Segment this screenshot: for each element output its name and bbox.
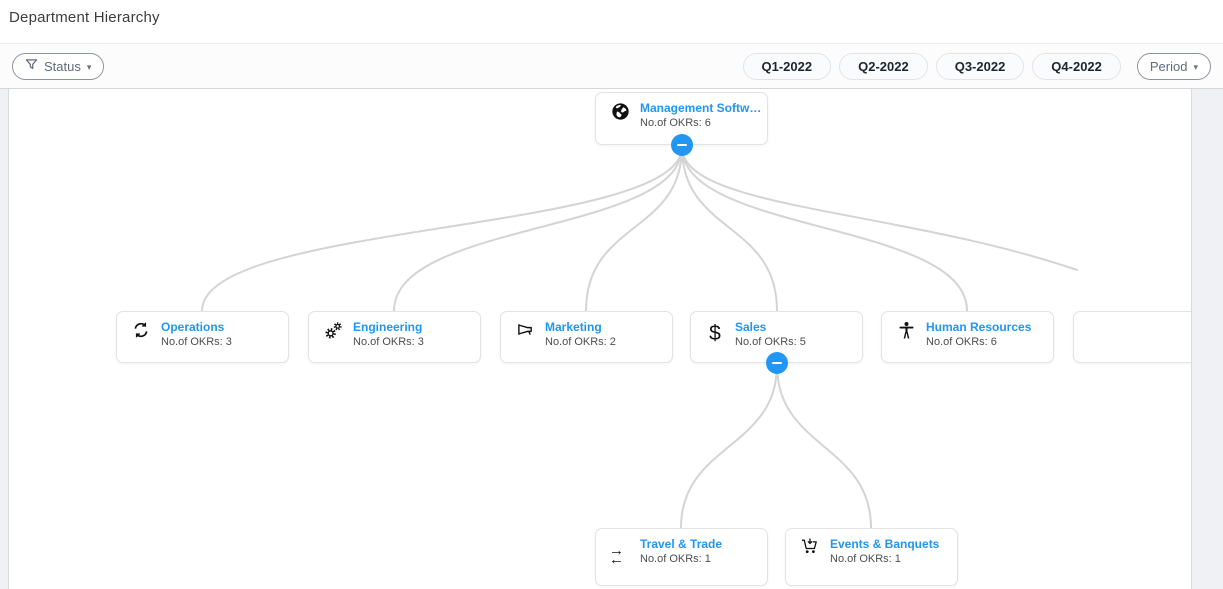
gears-icon [322,321,344,351]
link-root-operations [201,146,683,312]
dollar-icon: $ [709,322,721,345]
tree-links-svg [201,146,1078,529]
collapse-button-sales[interactable] [766,352,788,374]
node-okr-count: No.of OKRs: 3 [353,336,424,348]
quarter-button-q3-2022[interactable]: Q3-2022 [935,52,1025,80]
person-icon [895,321,917,351]
node-title: Events & Banquets [830,537,940,551]
node-okr-count: No.of OKRs: 1 [830,553,901,565]
link-root-engineering [393,146,683,312]
node-title: Engineering [353,320,423,334]
node-okr-count: No.of OKRs: 6 [640,117,711,129]
sync-icon [130,321,152,351]
node-human-resources[interactable]: Human Resources No.of OKRs: 6 [881,311,1054,363]
link-sales-travel-trade [680,364,778,529]
minus-icon [677,144,687,146]
hierarchy-canvas: Management Software Re... No.of OKRs: 6 … [0,89,1223,589]
link-root-human-resources [681,146,968,312]
period-dropdown-label: Period [1149,58,1188,74]
page-title: Department Hierarchy [9,9,160,26]
node-okr-count: No.of OKRs: 2 [545,336,616,348]
quarter-button-q1-2022[interactable]: Q1-2022 [742,52,832,80]
megaphone-icon [514,321,536,351]
node-okr-count: No.of OKRs: 6 [926,336,997,348]
transfer-arrows-icon: → ← [609,542,624,568]
globe-icon [609,102,631,132]
chevron-down-icon: ▾ [1193,61,1198,72]
link-root-marketing [585,146,683,312]
collapse-button-root[interactable] [671,134,693,156]
node-partially-visible[interactable] [1073,311,1191,363]
toolbar: Status ▾ Q1-2022 Q2-2022 Q3-2022 Q4-2022… [0,44,1223,89]
node-title: Management Software Re... [640,101,762,115]
period-dropdown-button[interactable]: Period ▾ [1136,52,1211,80]
node-title: Sales [735,320,767,334]
node-okr-count: No.of OKRs: 5 [735,336,806,348]
node-title: Operations [161,320,225,334]
node-okr-count: No.of OKRs: 3 [161,336,232,348]
minus-icon [772,362,782,364]
node-okr-count: No.of OKRs: 1 [640,553,711,565]
link-root-offscreen-node [681,146,1078,271]
node-marketing[interactable]: Marketing No.of OKRs: 2 [500,311,673,363]
quarter-button-q4-2022[interactable]: Q4-2022 [1032,52,1121,80]
status-filter-button[interactable]: Status ▾ [12,52,105,80]
node-engineering[interactable]: Engineering No.of OKRs: 3 [308,311,481,363]
chevron-down-icon: ▾ [86,61,92,72]
page-header: Department Hierarchy [0,0,1223,44]
link-sales-events-banquets [776,364,872,529]
node-events-banquets[interactable]: Events & Banquets No.of OKRs: 1 [785,528,958,586]
status-filter-label: Status [44,58,81,74]
filter-icon [25,58,38,74]
node-travel-trade[interactable]: → ← Travel & Trade No.of OKRs: 1 [595,528,768,586]
node-title: Marketing [545,320,602,334]
quarter-button-group: Q1-2022 Q2-2022 Q3-2022 Q4-2022 Period ▾ [742,52,1211,80]
quarter-button-q2-2022[interactable]: Q2-2022 [839,52,928,80]
node-sales[interactable]: $ Sales No.of OKRs: 5 [690,311,863,363]
node-operations[interactable]: Operations No.of OKRs: 3 [116,311,289,363]
hierarchy-panel[interactable]: Management Software Re... No.of OKRs: 6 … [8,89,1192,589]
cart-arrow-down-icon [799,538,821,568]
node-title: Human Resources [926,320,1032,334]
link-root-sales [681,146,778,312]
node-title: Travel & Trade [640,537,723,551]
